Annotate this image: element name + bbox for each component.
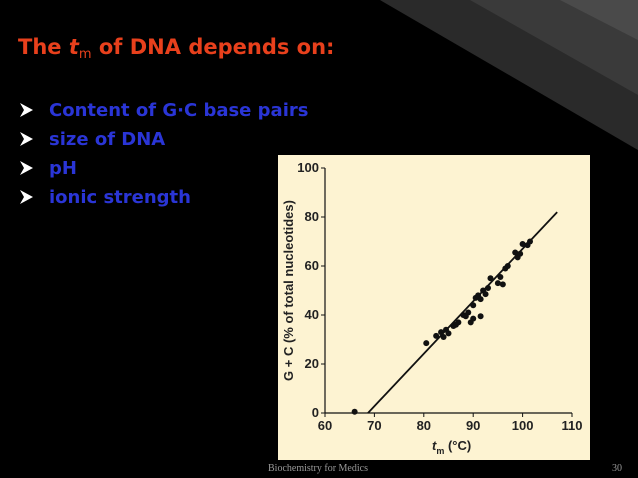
point <box>477 313 484 320</box>
bullet-text: size of DNA <box>49 129 165 150</box>
bullet-text: Content of G·C base pairs <box>49 100 308 121</box>
point <box>494 280 501 287</box>
fit-line <box>367 211 558 414</box>
chart: 0 20 40 60 80 100 60 70 80 90 100 110 G + C (% of to… <box>278 155 590 460</box>
x-tick-label: 100 <box>512 418 534 433</box>
x-axis-label: tm (°C) <box>432 438 471 456</box>
y-tick-label: 40 <box>305 307 319 322</box>
x-axis-label-part: t <box>432 438 437 453</box>
point <box>499 281 506 288</box>
point <box>470 315 477 322</box>
y-tick-label: 80 <box>305 209 319 224</box>
point <box>423 340 430 347</box>
chart-background <box>278 155 590 460</box>
point <box>487 275 494 282</box>
bullet-marker <box>20 161 33 175</box>
y-tick-label: 20 <box>305 356 319 371</box>
bullet-text: ionic strength <box>49 187 191 208</box>
bullet-marker <box>20 103 33 117</box>
x-axis-label-part: (°C) <box>444 438 471 453</box>
slide-title: The tm of DNA depends on: <box>18 35 334 62</box>
page-number: 30 <box>612 463 622 474</box>
bullet-text: pH <box>49 158 77 179</box>
point <box>497 274 504 281</box>
x-tick-label: 110 <box>562 418 583 433</box>
y-tick-label: 0 <box>312 405 319 420</box>
point <box>465 309 472 316</box>
x-axis-label-part: m <box>436 446 444 456</box>
x-tick-label: 60 <box>318 418 332 433</box>
x-tick-label: 70 <box>367 418 381 433</box>
point <box>477 296 484 303</box>
point <box>445 330 452 337</box>
footer: Biochemistry for Medics <box>268 463 368 474</box>
point <box>504 263 511 269</box>
bullet-marker <box>20 132 33 146</box>
bullet-marker <box>20 190 33 204</box>
point <box>519 240 526 247</box>
title-text: of DNA depends on: <box>92 35 335 59</box>
y-tick-label: 60 <box>305 258 319 273</box>
point <box>455 319 462 326</box>
y-tick-label: 100 <box>297 160 319 175</box>
x-tick-label: 80 <box>417 418 431 433</box>
point <box>482 291 489 298</box>
point <box>351 408 358 415</box>
title-text: The <box>18 35 69 59</box>
decor <box>470 0 638 95</box>
x-tick-label: 90 <box>466 418 480 433</box>
y-axis-label: G + C (% of total nucleotides) <box>281 200 296 381</box>
title-text: t <box>69 35 80 59</box>
title-text: m <box>79 47 92 62</box>
point <box>433 332 440 339</box>
decor <box>560 0 638 40</box>
